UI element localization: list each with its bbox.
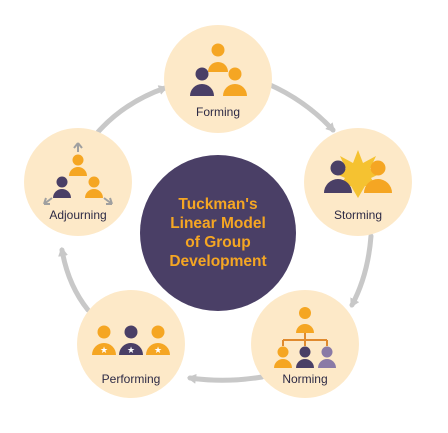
arrow-performing-to-adjourning xyxy=(58,247,91,313)
svg-text:★: ★ xyxy=(154,346,162,356)
arrow-adjourning-to-forming xyxy=(95,85,168,135)
stage-circle-forming xyxy=(164,25,272,133)
arrow-norming-to-performing xyxy=(187,373,265,384)
stage-label-storming: Storming xyxy=(333,208,383,222)
stage-label-forming: Forming xyxy=(195,105,240,119)
performing-stars-icon: ★ ★ ★ xyxy=(92,325,170,356)
cycle-arrows xyxy=(58,81,374,384)
stage-label-adjourning: Adjourning xyxy=(49,208,107,222)
center-circle xyxy=(140,155,296,311)
forming-people-icon xyxy=(190,43,247,96)
svg-text:★: ★ xyxy=(127,346,135,356)
adjourning-split-icon xyxy=(43,142,113,205)
svg-text:★: ★ xyxy=(100,346,108,356)
stage-label-performing: Performing xyxy=(101,372,161,386)
center-title: Tuckman's Linear Model of Group Developm… xyxy=(169,196,267,270)
arrow-storming-to-norming xyxy=(349,233,374,308)
storming-conflict-icon xyxy=(324,150,392,198)
norming-hierarchy-icon xyxy=(274,307,336,368)
stage-circle-adjourning xyxy=(24,128,132,236)
arrow-forming-to-storming xyxy=(265,81,336,133)
stage-label-norming: Norming xyxy=(282,372,328,386)
